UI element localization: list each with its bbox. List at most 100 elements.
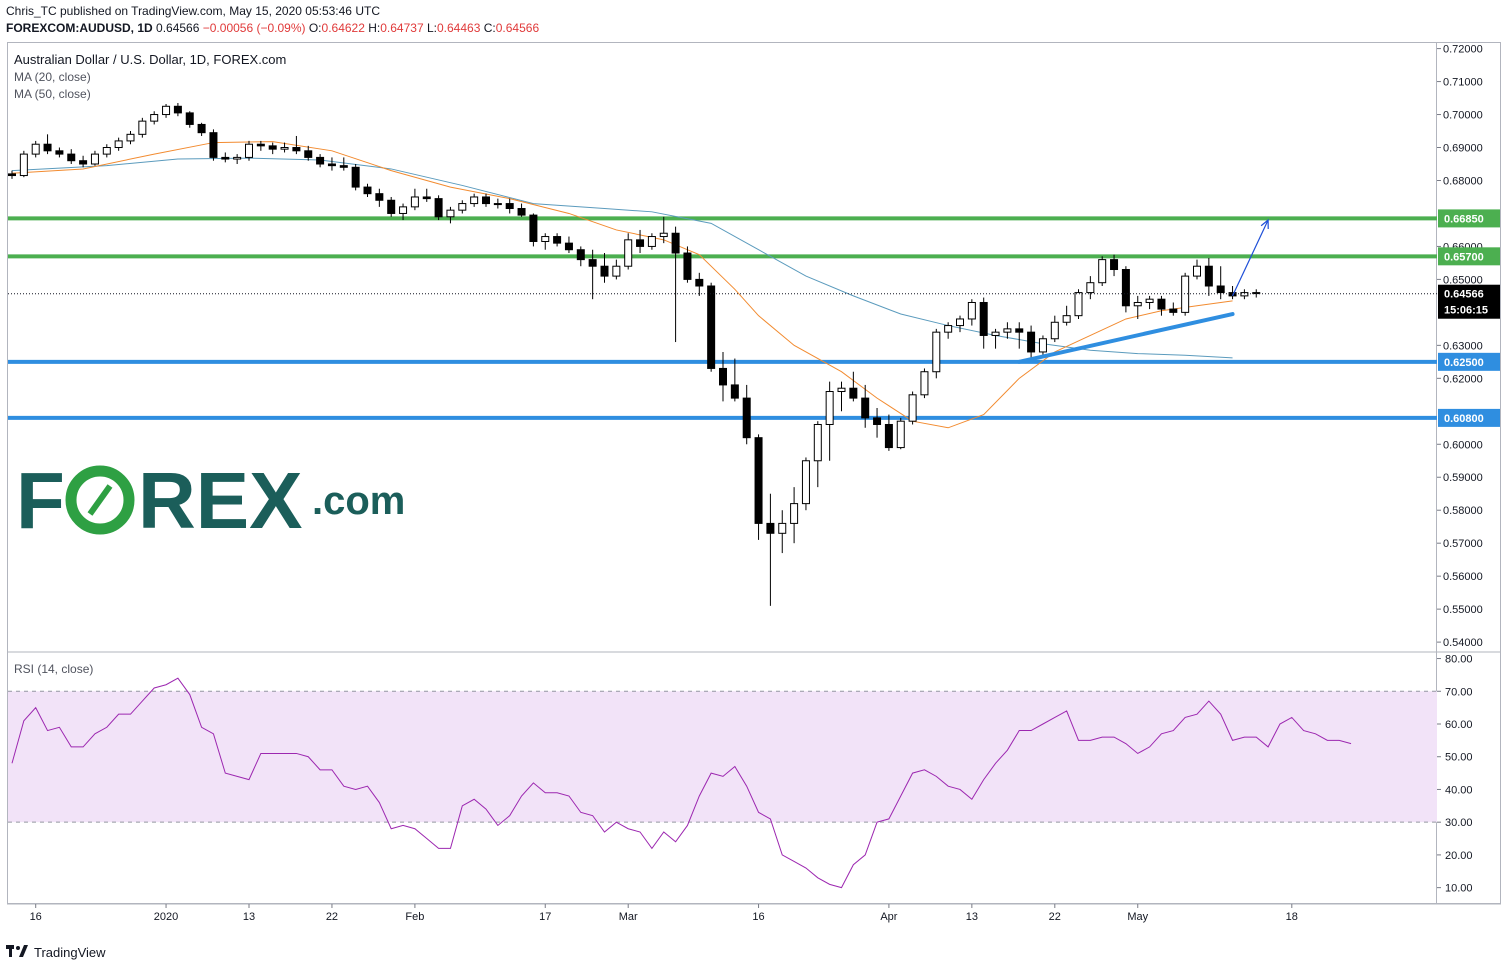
candle-down bbox=[766, 522, 775, 534]
candle-up bbox=[1098, 259, 1107, 284]
candle-up bbox=[102, 147, 111, 155]
candle-down bbox=[873, 417, 882, 425]
candle-up bbox=[612, 265, 621, 277]
candle-up bbox=[932, 331, 941, 373]
support-level-tag bbox=[1438, 408, 1500, 427]
rsi-tick-label: 40.00 bbox=[1445, 784, 1473, 796]
candle-up bbox=[944, 325, 953, 333]
support-level-label: 0.60800 bbox=[1444, 413, 1484, 425]
rsi-tick-label: 20.00 bbox=[1445, 850, 1473, 862]
price-tick-label: 0.69000 bbox=[1443, 143, 1483, 155]
symbol-ohlc-line: FOREXCOM:AUDUSD, 1D 0.64566 −0.00056 (−0… bbox=[6, 21, 539, 35]
candle-down bbox=[185, 112, 194, 125]
candle-up bbox=[410, 196, 419, 208]
candle-down bbox=[564, 242, 573, 251]
candle-up bbox=[1181, 275, 1190, 313]
candle-down bbox=[316, 156, 325, 165]
candle-down bbox=[742, 397, 751, 439]
time-tick-label: 17 bbox=[539, 911, 551, 923]
open-label: O: bbox=[308, 21, 322, 35]
rsi-tick-label: 60.00 bbox=[1445, 719, 1473, 731]
candle-down bbox=[327, 163, 336, 167]
candle-down bbox=[979, 301, 988, 336]
candle-down bbox=[1015, 328, 1024, 333]
candle-down bbox=[730, 384, 739, 399]
candle-up bbox=[1193, 265, 1201, 277]
chart-title: Australian Dollar / U.S. Dollar, 1D, FOR… bbox=[14, 52, 287, 67]
price-tick-label: 0.54000 bbox=[1443, 637, 1483, 649]
support-level-label: 0.62500 bbox=[1444, 357, 1484, 369]
candle-up bbox=[1062, 315, 1071, 323]
candle-down bbox=[576, 249, 585, 261]
candle-down bbox=[375, 193, 384, 201]
ma50-legend[interactable]: MA (50, close) bbox=[14, 87, 91, 101]
candle-down bbox=[754, 437, 763, 524]
resistance-level-label: 0.65700 bbox=[1444, 251, 1484, 263]
candle-up bbox=[908, 394, 917, 422]
candle-up bbox=[162, 105, 171, 116]
candle-up bbox=[493, 203, 502, 206]
candle-up bbox=[920, 371, 929, 396]
time-tick-label: 16 bbox=[30, 911, 42, 923]
candle-down bbox=[292, 147, 301, 152]
high-label: H: bbox=[368, 21, 381, 35]
candle-down bbox=[707, 285, 716, 369]
candle-up bbox=[399, 206, 408, 214]
candle-up bbox=[19, 153, 28, 177]
price-tick-label: 0.57000 bbox=[1443, 538, 1483, 550]
time-tick-label: 22 bbox=[1049, 911, 1061, 923]
price-tick-label: 0.63000 bbox=[1443, 340, 1483, 352]
candle-up bbox=[1133, 301, 1142, 307]
symbol-name[interactable]: FOREXCOM:AUDUSD, 1D bbox=[6, 21, 153, 35]
candle-down bbox=[363, 186, 372, 195]
time-tick-label: 13 bbox=[243, 911, 255, 923]
candle-down bbox=[719, 367, 727, 386]
candle-up bbox=[1003, 328, 1012, 333]
candle-up bbox=[1038, 338, 1047, 353]
low-label: L: bbox=[426, 21, 437, 35]
candle-up bbox=[1050, 321, 1059, 340]
candle-down bbox=[1169, 308, 1178, 313]
candle-up bbox=[778, 522, 787, 534]
price-tick-label: 0.56000 bbox=[1443, 571, 1483, 583]
candle-up bbox=[896, 420, 905, 449]
candle-up bbox=[659, 232, 668, 238]
ma20-line bbox=[11, 141, 1233, 429]
candle-down bbox=[256, 143, 265, 147]
candle-up bbox=[991, 331, 1000, 336]
candle-down bbox=[422, 196, 431, 200]
candle-down bbox=[43, 143, 52, 152]
time-tick-label: 13 bbox=[966, 911, 978, 923]
candle-down bbox=[268, 145, 277, 150]
candle-up bbox=[150, 114, 159, 122]
last-price-tag bbox=[1438, 284, 1500, 319]
candle-down bbox=[1157, 298, 1166, 310]
candle-down bbox=[197, 123, 206, 134]
candle-down bbox=[221, 156, 230, 160]
candle-up bbox=[280, 147, 289, 150]
candle-up bbox=[541, 236, 550, 242]
price-tick-label: 0.70000 bbox=[1443, 110, 1483, 122]
candle-up bbox=[470, 196, 479, 205]
candle-down bbox=[600, 265, 609, 277]
candle-down bbox=[79, 160, 88, 165]
tradingview-brand[interactable]: TradingView bbox=[34, 944, 106, 960]
candle-up bbox=[31, 143, 40, 155]
candle-up bbox=[90, 153, 99, 165]
price-tick-label: 0.60000 bbox=[1443, 439, 1483, 451]
rsi-legend[interactable]: RSI (14, close) bbox=[14, 662, 94, 676]
candle-up bbox=[126, 133, 135, 142]
candle-down bbox=[849, 387, 858, 399]
resistance-level-tag bbox=[1438, 247, 1500, 266]
time-tick-label: May bbox=[1127, 911, 1148, 923]
candle-down bbox=[209, 132, 218, 158]
price-tick-label: 0.65000 bbox=[1443, 274, 1483, 286]
ma20-legend[interactable]: MA (20, close) bbox=[14, 70, 91, 84]
bar-countdown-label: 15:06:15 bbox=[1444, 305, 1488, 317]
projection-arrow-head bbox=[1260, 218, 1269, 230]
candle-down bbox=[1121, 269, 1130, 307]
candle-up bbox=[825, 391, 834, 425]
time-tick-label: 16 bbox=[752, 911, 764, 923]
candle-down bbox=[683, 252, 692, 280]
